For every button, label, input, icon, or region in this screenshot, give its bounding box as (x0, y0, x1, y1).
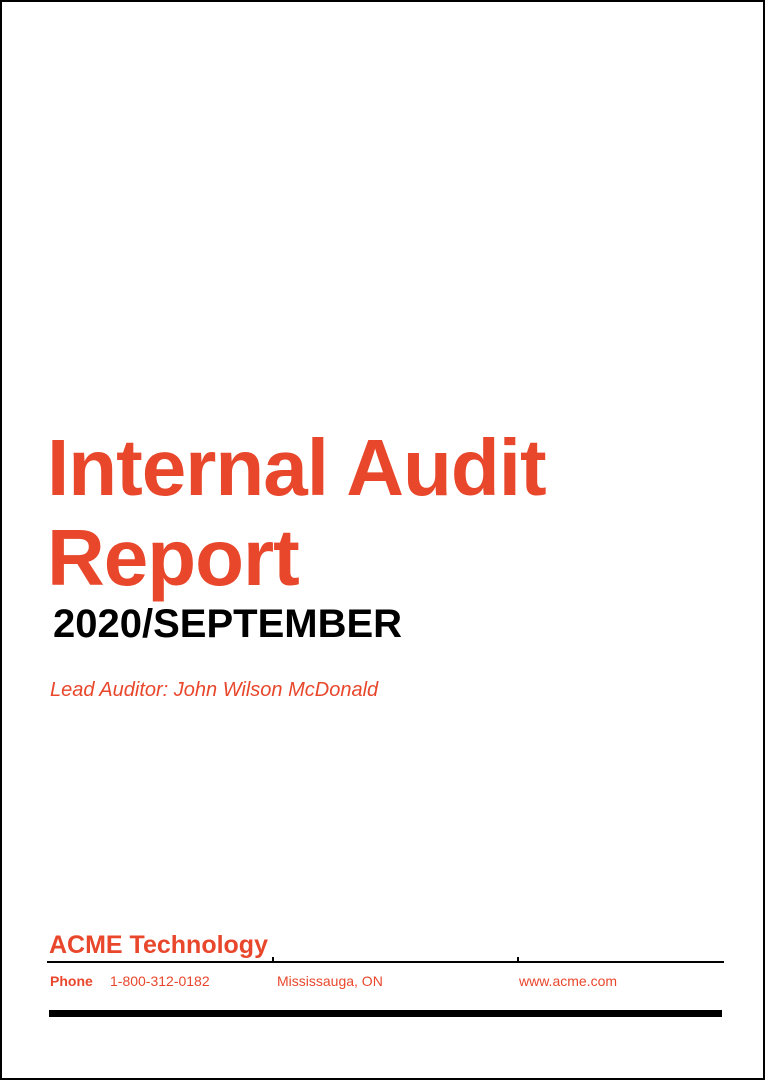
phone-label: Phone (50, 973, 93, 989)
column-divider-tick (517, 957, 519, 963)
column-divider-tick (272, 957, 274, 963)
website-text: www.acme.com (519, 973, 618, 989)
report-subtitle-date: 2020/SEPTEMBER (53, 602, 403, 646)
lead-auditor-line: Lead Auditor: John Wilson McDonald (50, 679, 379, 701)
footer-table-rule (47, 957, 724, 963)
phone-number: 1-800-312-0182 (110, 973, 210, 989)
location-text: Mississauga, ON (277, 973, 383, 989)
bottom-rule-bar (49, 1010, 722, 1017)
report-title: Internal Audit Report (47, 423, 547, 602)
company-name: ACME Technology (49, 931, 268, 959)
